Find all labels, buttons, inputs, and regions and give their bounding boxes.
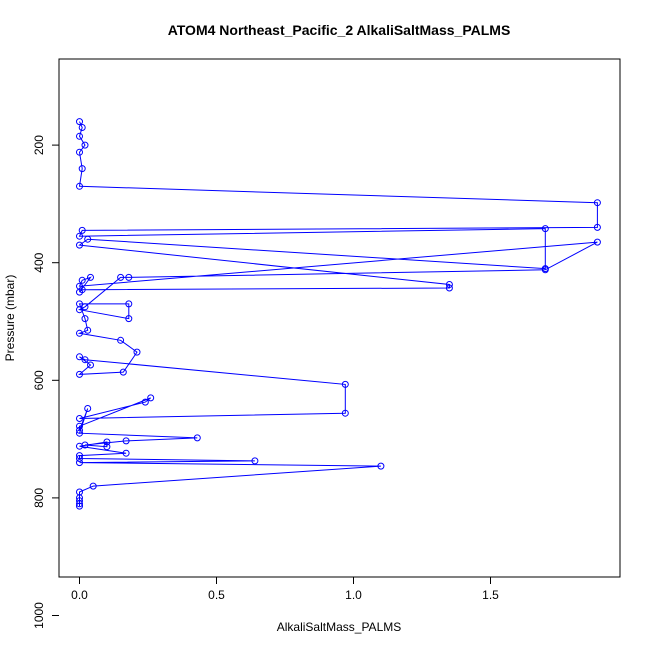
data-point [117, 273, 125, 281]
data-point [89, 482, 97, 490]
data-point [103, 438, 111, 446]
data-point [76, 241, 83, 249]
data-point [593, 238, 601, 246]
data-point [117, 336, 125, 344]
data-point [193, 434, 201, 442]
data-point [541, 266, 549, 274]
data-point [593, 223, 601, 231]
data-point [125, 273, 133, 281]
x-tick-label: 1.0 [345, 588, 362, 602]
chart-title: ATOM4 Northeast_Pacific_2 AlkaliSaltMass… [168, 22, 511, 38]
data-point [76, 300, 83, 308]
data-point [76, 497, 83, 505]
data-point [81, 315, 89, 323]
data-point [76, 329, 83, 337]
data-point [76, 502, 83, 510]
data-point [84, 405, 92, 412]
plot-frame [58, 58, 621, 578]
data-point [133, 348, 141, 356]
data-point [78, 165, 86, 173]
data-point [541, 225, 549, 233]
data-point [78, 276, 86, 284]
y-axis-label: Pressure (mbar) [3, 275, 17, 362]
y-tick-label: 800 [32, 488, 46, 508]
data-point [445, 284, 453, 292]
data-point [81, 303, 89, 311]
data-point [125, 315, 133, 323]
data-point [141, 398, 149, 406]
y-tick-label: 200 [32, 135, 46, 155]
plot-area [76, 118, 601, 510]
data-point [76, 442, 83, 450]
y-tick-label: 1000 [32, 602, 46, 629]
data-point [78, 226, 86, 234]
data-point [87, 361, 94, 369]
data-point [81, 356, 89, 364]
data-point [78, 124, 86, 131]
y-tick-label: 600 [32, 370, 46, 390]
data-point [76, 429, 83, 437]
data-point [84, 326, 92, 334]
data-point [76, 353, 83, 361]
data-point [81, 141, 89, 149]
data-point [76, 459, 83, 467]
data-point [76, 182, 83, 190]
data-point [76, 370, 83, 378]
data-point [84, 235, 92, 243]
data-point [76, 422, 83, 430]
series-line [77, 121, 598, 507]
data-point [251, 457, 259, 465]
data-point [76, 232, 83, 240]
data-point [76, 148, 83, 156]
y-axis: 200 400 600 800 1000 [32, 135, 59, 629]
data-point [103, 443, 111, 451]
data-point [76, 282, 83, 290]
x-axis-label: AlkaliSaltMass_PALMS [277, 620, 402, 634]
data-point [125, 300, 133, 308]
data-point [76, 118, 83, 126]
data-point [119, 368, 127, 376]
data-point [122, 449, 130, 457]
data-point [341, 380, 349, 388]
data-point [76, 455, 83, 462]
data-point [76, 132, 83, 140]
data-point [76, 415, 83, 422]
data-point [377, 462, 385, 470]
data-point [87, 273, 94, 281]
data-point [76, 452, 83, 460]
data-point [341, 409, 349, 417]
x-axis: 0.0 0.5 1.0 1.5 [71, 577, 499, 602]
data-point [76, 426, 83, 434]
data-point [76, 500, 83, 508]
x-tick-label: 0.5 [208, 588, 225, 602]
data-point [122, 437, 130, 445]
series-group [76, 118, 601, 510]
data-point [147, 394, 155, 402]
y-tick-label: 400 [32, 252, 46, 272]
data-point [593, 199, 601, 207]
x-tick-label: 0.0 [71, 588, 88, 602]
data-point [445, 281, 453, 288]
x-tick-label: 1.5 [482, 588, 499, 602]
